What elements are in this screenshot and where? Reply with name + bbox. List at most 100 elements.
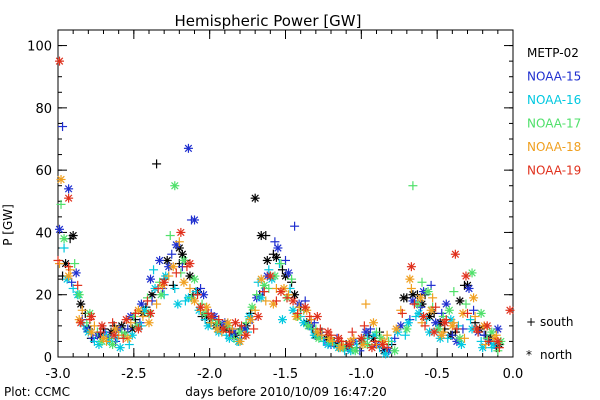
north-point	[256, 293, 266, 303]
north-point	[156, 290, 166, 300]
legend: METP-02 NOAA-15 NOAA-16 NOAA-17 NOAA-18 NOAA-…	[527, 46, 581, 178]
marker-legend-north-label: north	[540, 348, 572, 362]
south-point	[452, 324, 462, 334]
south-point	[53, 255, 63, 265]
south-point	[214, 315, 224, 325]
north-point	[223, 318, 233, 328]
north-point	[190, 296, 199, 306]
north-point	[241, 330, 251, 340]
north-point	[230, 318, 240, 328]
south-point	[153, 283, 163, 293]
north-point	[469, 293, 479, 303]
north-point	[218, 324, 228, 334]
north-point	[391, 324, 401, 334]
south-point	[347, 327, 357, 337]
south-point	[259, 287, 269, 297]
south-point	[409, 299, 419, 309]
south-point	[290, 221, 300, 231]
north-point	[406, 262, 416, 272]
south-point	[164, 271, 174, 281]
south-point	[138, 312, 148, 322]
north-point	[86, 327, 96, 337]
south-point	[397, 308, 407, 318]
north-point	[59, 234, 69, 244]
north-point	[334, 333, 344, 343]
south-point	[174, 237, 184, 247]
x-tick-label: -1.5	[273, 367, 298, 382]
y-tick-label: 60	[35, 164, 52, 179]
north-point	[303, 321, 313, 331]
south-point	[476, 336, 486, 346]
north-point	[68, 231, 78, 241]
north-point	[97, 321, 107, 331]
north-point	[367, 343, 377, 353]
south-point	[126, 318, 136, 328]
south-point	[152, 299, 162, 309]
north-point	[56, 174, 66, 184]
north-point	[476, 308, 486, 318]
x-axis-ticks: -3.0 -2.5 -2.0 -1.5 -1.0 -0.5 0.0	[45, 30, 523, 382]
north-point	[505, 305, 515, 315]
south-point	[64, 262, 74, 272]
north-point	[170, 181, 180, 191]
north-point	[464, 283, 474, 293]
north-point	[276, 287, 286, 297]
x-axis-label: days before 2010/10/09 16:47:20	[185, 385, 386, 399]
north-point	[399, 293, 409, 303]
north-point	[177, 249, 187, 259]
north-point	[176, 227, 186, 237]
north-point	[482, 321, 492, 331]
north-point	[162, 255, 172, 265]
north-point	[403, 318, 413, 328]
y-axis-ticks: 0 20 40 60 80 100	[27, 29, 513, 366]
north-point	[358, 340, 368, 350]
south-point	[372, 327, 381, 337]
north-point	[115, 343, 125, 353]
north-point	[144, 318, 154, 328]
north-point	[288, 296, 298, 306]
north-point	[488, 340, 498, 350]
north-point	[356, 333, 366, 343]
south-point	[108, 318, 118, 328]
north-point	[487, 327, 497, 337]
north-point	[190, 274, 199, 284]
south-point	[382, 343, 392, 353]
south-point	[249, 324, 259, 334]
south-point	[305, 312, 315, 322]
marker-legend: + south * north	[526, 315, 574, 362]
north-point	[431, 318, 441, 328]
south-point	[469, 305, 479, 315]
legend-item-noaa-18: NOAA-18	[527, 140, 581, 154]
north-point	[288, 305, 298, 315]
north-point	[111, 324, 121, 334]
south-point	[463, 308, 472, 318]
north-point	[246, 315, 256, 325]
data-points	[53, 56, 515, 359]
north-point	[426, 305, 436, 315]
legend-item-noaa-15: NOAA-15	[527, 70, 581, 84]
north-point	[146, 274, 156, 284]
south-point	[193, 290, 203, 300]
y-axis-label: P [GW]	[1, 204, 15, 246]
south-point	[171, 268, 181, 278]
north-point	[472, 324, 482, 334]
south-point	[264, 283, 274, 293]
north-point	[256, 231, 266, 241]
y-tick-label: 20	[35, 289, 52, 304]
south-point	[459, 333, 469, 343]
north-point	[183, 143, 193, 153]
north-point	[179, 277, 189, 287]
north-point	[235, 336, 245, 346]
x-tick-label: -3.0	[45, 367, 70, 382]
north-point	[414, 308, 424, 318]
north-point	[74, 290, 84, 300]
legend-item-noaa-16: NOAA-16	[527, 93, 581, 107]
south-point	[271, 296, 281, 306]
south-point	[417, 277, 427, 287]
south-point	[461, 299, 471, 309]
south-point	[271, 283, 281, 293]
north-point	[277, 315, 287, 325]
y-tick-label: 80	[35, 102, 52, 117]
south-point	[449, 287, 459, 297]
